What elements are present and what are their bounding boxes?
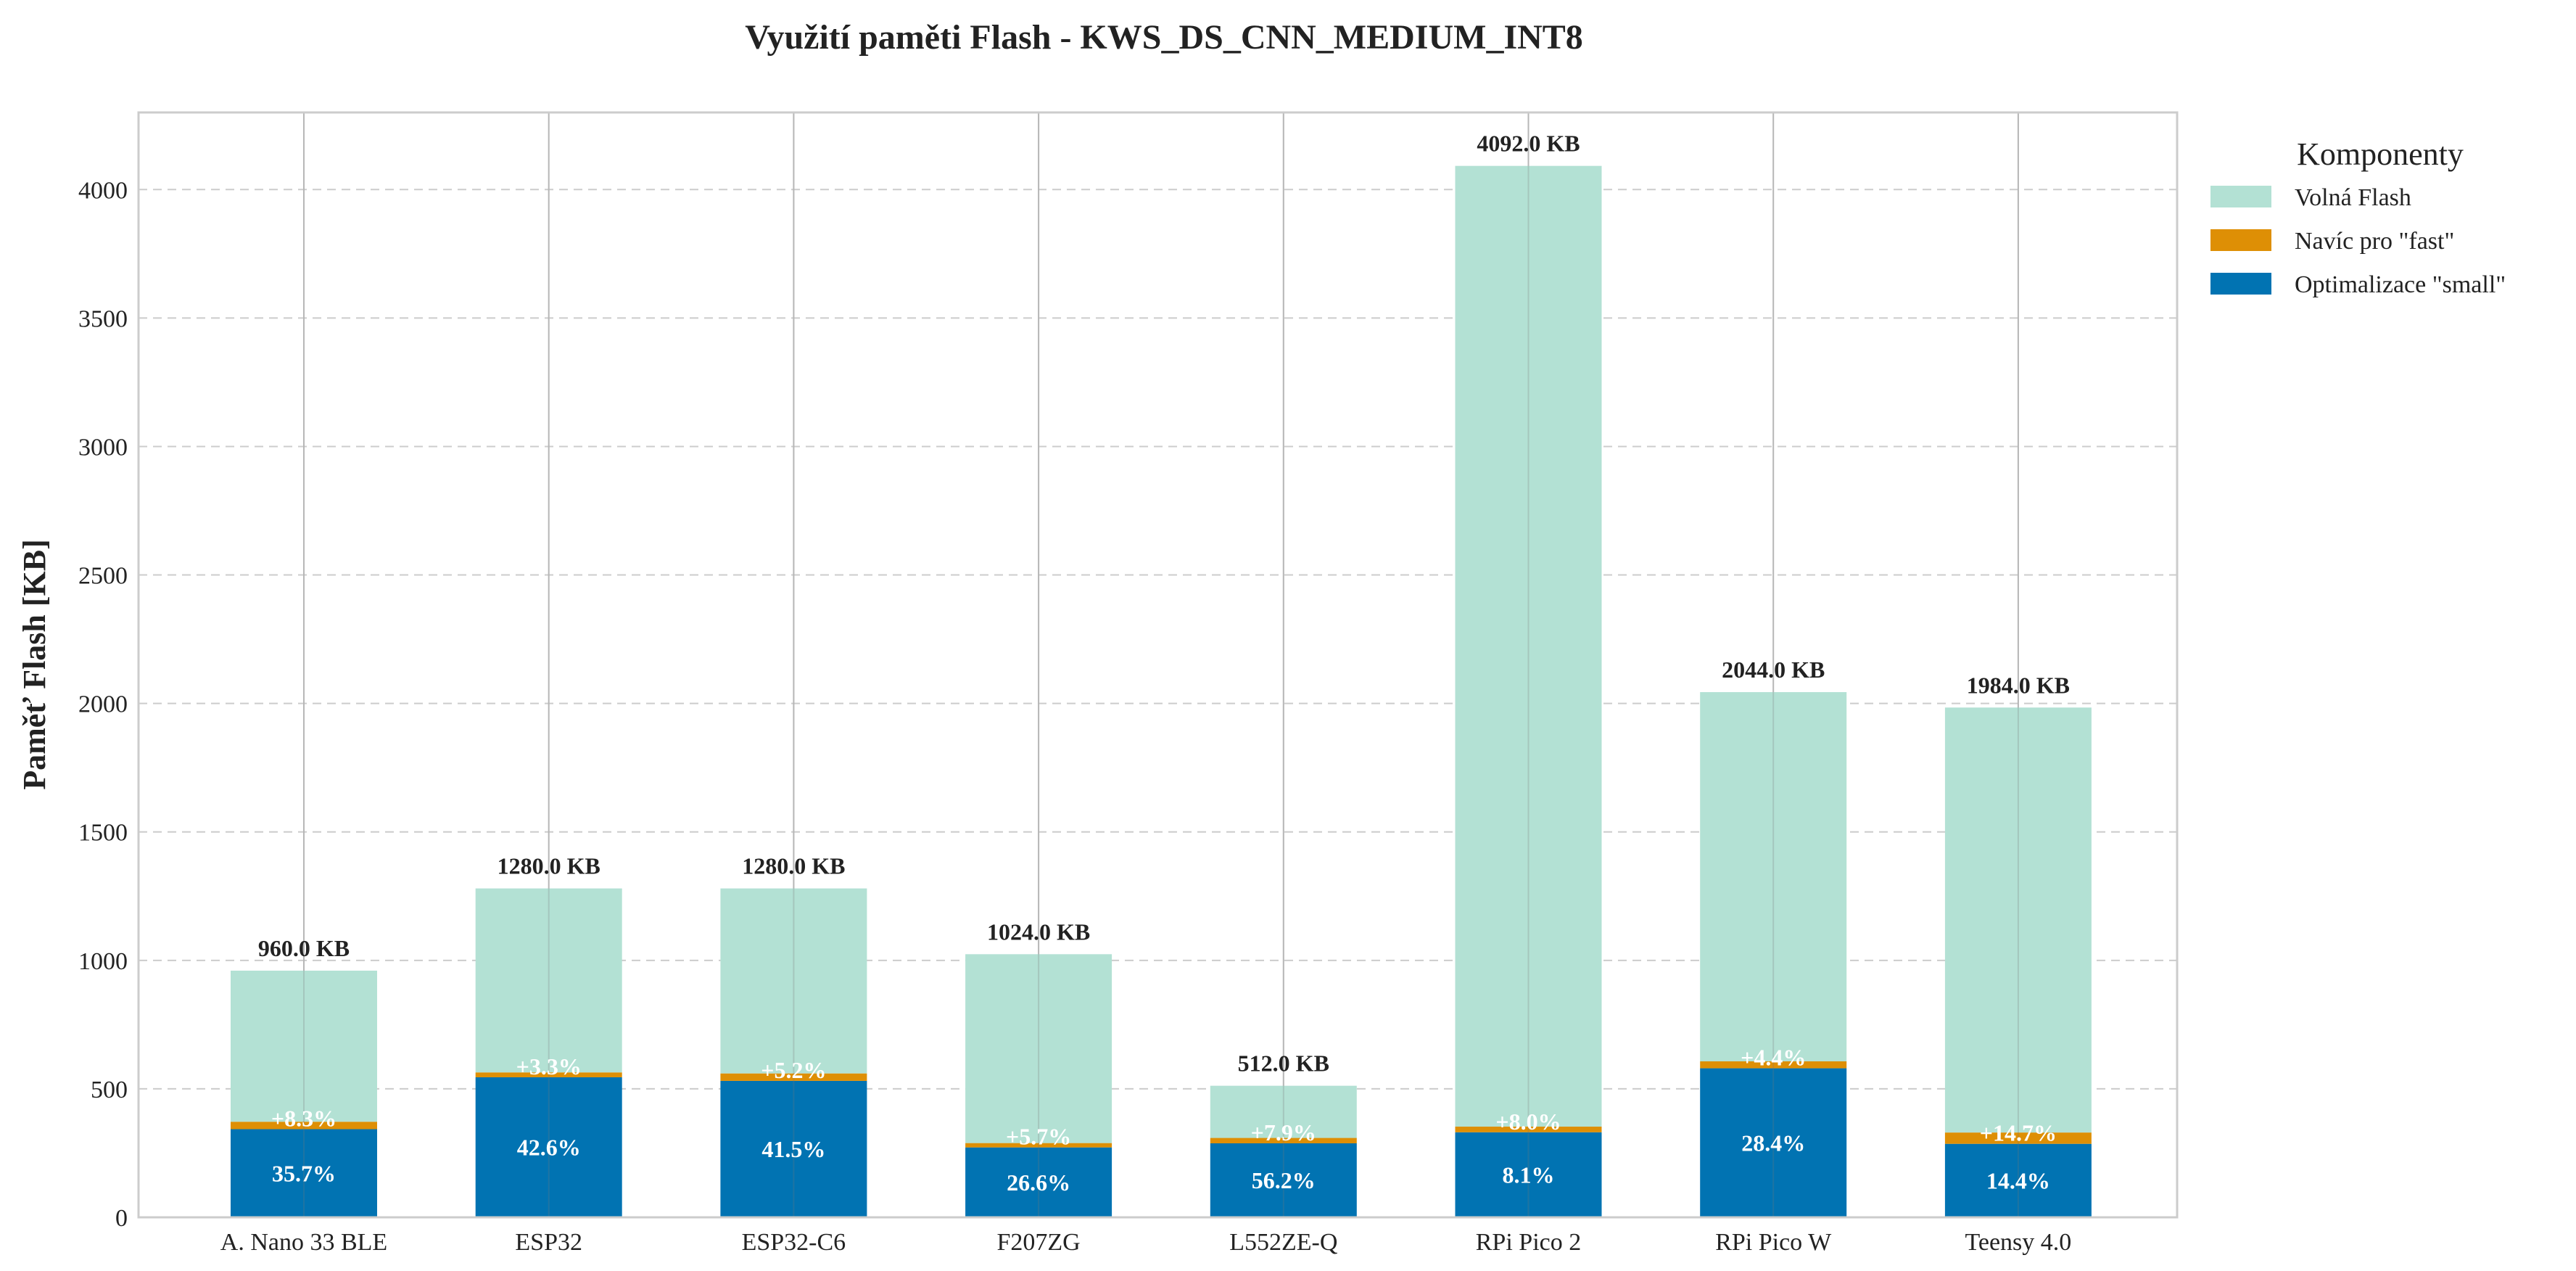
small-percent-label: 56.2% xyxy=(1252,1167,1316,1193)
bar-optimalizace-small xyxy=(1210,1143,1357,1217)
x-tick-label: A. Nano 33 BLE xyxy=(220,1229,387,1256)
bar-voln-flash xyxy=(1944,707,2092,1133)
total-size-label: 1280.0 KB xyxy=(742,853,845,879)
small-percent-label: 28.4% xyxy=(1741,1130,1805,1156)
legend-swatch xyxy=(2210,186,2271,207)
grid-lines xyxy=(139,189,2177,1090)
bar-optimalizace-small xyxy=(1455,1132,1602,1217)
small-percent-label: 42.6% xyxy=(517,1134,581,1160)
fast-percent-label: +5.7% xyxy=(1006,1124,1071,1150)
x-tick-label: RPi Pico W xyxy=(1715,1229,1832,1256)
legend: Komponenty Volná Flash Navíc pro "fast" Op… xyxy=(2210,136,2506,298)
bar-nav-c-pro-fast xyxy=(1700,1061,1847,1069)
bar-voln-flash xyxy=(1700,692,1847,1062)
x-tick-label: Teensy 4.0 xyxy=(1965,1229,2071,1256)
y-tick-label: 2000 xyxy=(78,691,128,718)
total-size-label: 960.0 KB xyxy=(258,935,350,961)
legend-label: Optimalizace "small" xyxy=(2295,271,2506,298)
x-tick-label: ESP32 xyxy=(515,1229,582,1256)
x-tick-label: L552ZE-Q xyxy=(1229,1229,1337,1256)
total-size-label: 1280.0 KB xyxy=(498,853,600,879)
y-tick-label: 2500 xyxy=(78,563,128,590)
total-size-label: 4092.0 KB xyxy=(1477,131,1580,157)
bar-voln-flash xyxy=(1455,165,1602,1127)
bar-voln-flash xyxy=(475,888,622,1073)
y-axis-ticks: 0 500 1000 1500 2000 2500 3000 3500 4000 xyxy=(78,177,128,1232)
bars xyxy=(231,165,2092,1217)
y-tick-label: 3000 xyxy=(78,434,128,461)
fast-percent-label: +5.2% xyxy=(761,1057,826,1083)
y-axis-label: Paměť Flash [KB] xyxy=(17,539,52,790)
bar-optimalizace-small xyxy=(720,1080,867,1217)
legend-label: Navíc pro "fast" xyxy=(2295,228,2454,255)
legend-label: Volná Flash xyxy=(2295,184,2411,211)
y-tick-label: 4000 xyxy=(78,177,128,204)
x-tick-label: ESP32-C6 xyxy=(742,1229,846,1256)
fast-percent-label: +8.3% xyxy=(271,1106,337,1132)
bar-nav-c-pro-fast xyxy=(231,1122,377,1130)
bar-optimalizace-small xyxy=(475,1077,622,1217)
y-tick-label: 500 xyxy=(91,1077,128,1103)
bar-voln-flash xyxy=(720,888,867,1074)
legend-title: Komponenty xyxy=(2297,136,2464,172)
vertical-grid-overlay xyxy=(303,112,2019,1217)
y-tick-label: 0 xyxy=(115,1205,128,1232)
plot-frame xyxy=(137,111,2179,1219)
x-tick-label: RPi Pico 2 xyxy=(1476,1229,1581,1256)
bar-nav-c-pro-fast xyxy=(720,1073,867,1081)
fast-percent-label: +8.0% xyxy=(1495,1108,1561,1135)
bar-nav-c-pro-fast xyxy=(1455,1126,1602,1132)
small-percent-label: 14.4% xyxy=(1986,1167,2050,1193)
bar-nav-c-pro-fast xyxy=(475,1072,622,1077)
bar-optimalizace-small xyxy=(231,1129,377,1217)
fast-percent-label: +7.9% xyxy=(1251,1119,1316,1145)
small-percent-label: 8.1% xyxy=(1503,1161,1555,1188)
chart-title: Využití paměti Flash - KWS_DS_CNN_MEDIUM… xyxy=(745,18,1583,57)
bar-nav-c-pro-fast xyxy=(1944,1132,2092,1144)
bar-optimalizace-small xyxy=(1700,1068,1847,1217)
fast-percent-label: +3.3% xyxy=(516,1053,582,1079)
fast-percent-label: +14.7% xyxy=(1980,1120,2057,1146)
small-percent-label: 41.5% xyxy=(761,1136,825,1162)
bar-voln-flash xyxy=(1210,1085,1357,1138)
x-axis-ticks: A. Nano 33 BLE ESP32 ESP32-C6 F207ZG L552ZE-… xyxy=(220,1229,2072,1256)
small-percent-label: 35.7% xyxy=(272,1160,336,1186)
bar-voln-flash xyxy=(231,970,377,1122)
y-tick-label: 1500 xyxy=(78,820,128,847)
x-tick-label: F207ZG xyxy=(996,1229,1080,1256)
legend-items: Volná Flash Navíc pro "fast" Optimalizace … xyxy=(2210,184,2506,298)
total-size-label: 1984.0 KB xyxy=(1967,672,2070,698)
fast-percent-label: +4.4% xyxy=(1741,1045,1806,1071)
y-tick-label: 1000 xyxy=(78,948,128,975)
total-size-label: 512.0 KB xyxy=(1238,1050,1329,1077)
bar-optimalizace-small xyxy=(1944,1143,2092,1217)
legend-swatch xyxy=(2210,273,2271,295)
total-size-label: 2044.0 KB xyxy=(1722,657,1825,683)
y-tick-label: 3500 xyxy=(78,305,128,332)
bar-nav-c-pro-fast xyxy=(1210,1138,1357,1143)
total-size-label: 1024.0 KB xyxy=(987,918,1090,945)
bar-labels: 35.7% +8.3% 960.0 KB 42.6% +3.3% 1280.0 KB 41.… xyxy=(258,131,2070,1196)
bar-optimalizace-small xyxy=(965,1147,1112,1217)
bar-voln-flash xyxy=(965,954,1112,1143)
bar-nav-c-pro-fast xyxy=(965,1143,1112,1148)
small-percent-label: 26.6% xyxy=(1007,1169,1070,1196)
legend-swatch xyxy=(2210,229,2271,251)
